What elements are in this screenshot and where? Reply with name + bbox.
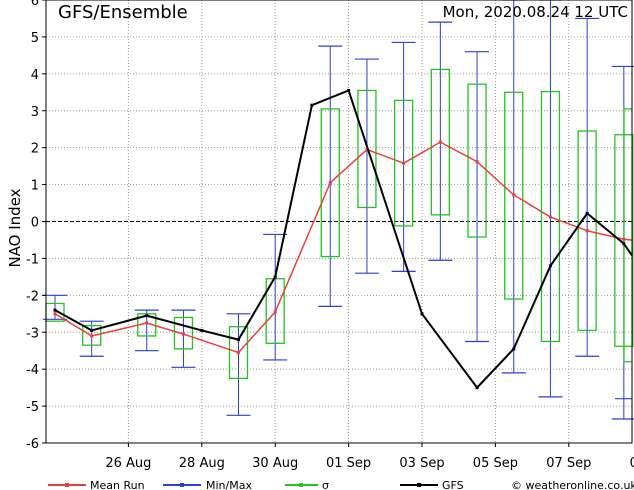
legend-gfs: GFS [400,479,464,490]
mean-line-point [475,160,479,164]
legend-mean: Mean Run [48,479,145,490]
gfs-line-point [310,103,314,107]
gfs-line-point [53,308,57,312]
gfs-line-point [622,242,626,246]
sigma-box [504,91,524,300]
legend-mean-label: Mean Run [90,479,145,490]
y-tick-label: -6 [26,437,39,452]
mean-line-point [365,148,369,152]
legend-minmax-marker [180,483,184,487]
y-tick-label: 3 [31,105,39,120]
x-tick-label: 05 Sep [473,456,518,471]
sigma-box [228,326,249,380]
mean-line-point [328,181,332,185]
sigma-series [45,68,634,380]
gfs-line-point [145,314,149,318]
gfs-line-point [512,347,516,351]
y-tick-label: 0 [31,216,39,231]
x-tick-label: 01 Sep [326,456,371,471]
y-tick-labels: -6 -5 -4 -3 -2 -1 0 1 2 3 4 5 6 [26,0,46,452]
legend-gfs-marker [417,483,421,487]
mean-line-point [548,215,552,219]
gfs-series [53,88,633,390]
x-tick-label: 03 Sep [399,456,444,471]
mean-line-point [438,140,442,144]
legend-sigma: σ [285,479,329,490]
sigma-box [540,90,561,343]
sigma-box [577,130,597,332]
gfs-line-point [420,312,424,316]
x-tick-label: 28 Aug [179,456,225,471]
y-tick-label: 2 [31,142,39,157]
gfs-line-point [475,386,479,390]
legend-gfs-label: GFS [442,479,464,490]
x-tick-label: 09 [630,456,634,471]
legend-minmax: Min/Max [163,479,252,490]
mean-line-point [402,161,406,165]
sigma-box-partial [623,108,632,363]
sigma-box [82,324,102,346]
mean-line-point [90,334,94,338]
gfs-line [54,89,633,389]
gfs-line-point [585,211,589,215]
mean-line-point [585,229,589,233]
legend: Mean Run Min/Max σ GFS © weatheronline.c… [48,479,634,490]
copyright-text: © weatheronline.co.uk [511,479,634,490]
x-tick-label: 30 Aug [252,456,298,471]
mean-line-point [145,321,149,325]
sigma-box [173,316,194,350]
y-tick-label: -3 [26,326,39,341]
mean-series [53,140,633,355]
legend-mean-marker [65,483,69,487]
y-tick-label: -4 [26,363,39,378]
gfs-line-point [90,328,94,332]
mean-line-point [53,312,57,316]
sigma-box [393,99,414,227]
run-date: Mon, 2020.08.24 12 UTC [443,3,628,21]
legend-sigma-marker [299,483,303,487]
y-tick-label: 5 [31,31,39,46]
y-tick-label: 1 [31,179,39,194]
mean-line-point [181,332,185,336]
x-tick-labels: 26 Aug 28 Aug 30 Aug 01 Sep 03 Sep 05 Sep 07 S… [105,443,634,471]
gfs-line-point [548,264,552,268]
mean-line [54,141,633,354]
gfs-line-point [200,328,204,332]
gfs-line-point [237,338,240,342]
y-tick-label: -5 [26,400,39,415]
sigma-box [320,108,340,258]
y-tick-label: 4 [31,68,39,83]
minmax-series [43,0,634,420]
gfs-line-point [347,88,351,92]
sigma-box [357,89,377,209]
gfs-line-point [273,275,277,279]
mean-line-point [512,193,516,197]
legend-sigma-label: σ [322,479,329,490]
y-tick-label: -2 [26,289,39,304]
sigma-box [467,83,487,238]
chart-title: GFS/Ensemble [58,2,188,23]
legend-minmax-label: Min/Max [206,479,252,490]
y-tick-label: 6 [31,0,39,9]
sigma-box [430,68,451,216]
x-tick-label: 07 Sep [546,456,591,471]
mean-line-point [237,351,240,355]
x-tick-label: 26 Aug [105,456,151,471]
mean-line-point [622,237,626,241]
y-tick-label: -1 [26,252,39,267]
y-axis-label: NAO Index [6,188,24,267]
mean-line-point [273,310,277,314]
